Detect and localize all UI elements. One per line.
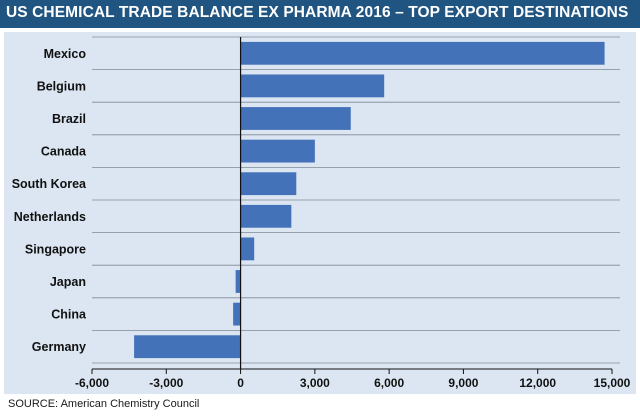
x-tick-label: 0 bbox=[237, 376, 244, 390]
chart-title: US CHEMICAL TRADE BALANCE EX PHARMA 2016… bbox=[6, 4, 629, 21]
category-label: Mexico bbox=[44, 47, 87, 61]
bar-south-korea bbox=[240, 172, 297, 196]
plot-area: Mexico Belgium Brazil Canada South Korea Neth… bbox=[4, 32, 636, 394]
category-label: Netherlands bbox=[14, 210, 86, 224]
category-label: Germany bbox=[32, 340, 86, 354]
x-tick-label: -6,000 bbox=[75, 376, 109, 390]
bar-china bbox=[233, 302, 241, 326]
x-tick-label: 3,000 bbox=[300, 376, 330, 390]
bar-mexico bbox=[240, 41, 605, 65]
bar-singapore bbox=[240, 237, 255, 261]
category-label: Brazil bbox=[52, 112, 86, 126]
x-axis-title: $m bbox=[305, 393, 324, 394]
x-tick-label: 12,000 bbox=[519, 376, 556, 390]
x-tick-label: 9,000 bbox=[448, 376, 478, 390]
category-label: Singapore bbox=[25, 242, 86, 256]
bar-netherlands bbox=[240, 204, 292, 228]
bar-germany bbox=[134, 335, 241, 359]
category-label: Canada bbox=[41, 145, 87, 159]
bar-belgium bbox=[240, 74, 385, 98]
category-label: China bbox=[51, 308, 87, 322]
bar-brazil bbox=[240, 107, 351, 130]
source-note: SOURCE: American Chemistry Council bbox=[8, 398, 200, 410]
bar-chart: Mexico Belgium Brazil Canada South Korea Neth… bbox=[12, 36, 631, 394]
bar-japan bbox=[235, 270, 241, 293]
x-tick-label: -3,000 bbox=[149, 376, 183, 390]
x-tick-label: 6,000 bbox=[374, 376, 404, 390]
category-label: South Korea bbox=[12, 177, 87, 191]
bar-canada bbox=[240, 139, 315, 163]
category-label: Japan bbox=[50, 275, 86, 289]
category-label: Belgium bbox=[37, 79, 86, 93]
title-bar: US CHEMICAL TRADE BALANCE EX PHARMA 2016… bbox=[0, 0, 640, 28]
x-tick-label: 15,000 bbox=[594, 376, 631, 390]
